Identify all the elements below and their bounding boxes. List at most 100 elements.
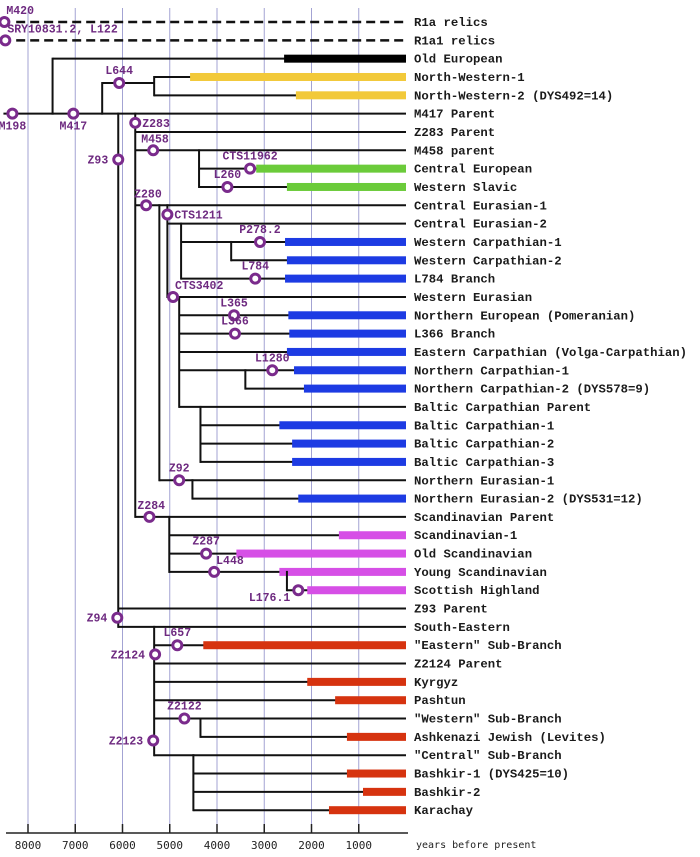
branch-label: Z283 Parent (414, 126, 495, 140)
axis-tick-label: 3000 (251, 839, 278, 852)
lineage-bar (279, 421, 406, 430)
branch-label: Northern Carpathian-1 (414, 364, 569, 378)
branch-label: Z93 Parent (414, 603, 488, 617)
branch-label: "Western" Sub-Branch (414, 713, 562, 727)
lineage-bar (292, 457, 406, 466)
snp-label: Z2123 (109, 736, 144, 749)
branch-label: Northern Carpathian-2 (DYS578=9) (414, 383, 650, 397)
branch-label: Ashkenazi Jewish (Levites) (414, 731, 606, 745)
branch-label: R1a1 relics (414, 34, 495, 48)
branch-label: Karachay (414, 804, 474, 818)
branch-label: L784 Branch (414, 273, 495, 287)
snp-label: L644 (105, 65, 133, 78)
axis-title: years before present (416, 840, 536, 851)
lineage-bar (285, 237, 406, 246)
snp-label: L176.1 (249, 592, 291, 605)
snp-marker-icon (173, 474, 186, 487)
snp-marker-icon (0, 34, 12, 47)
branch-label: M417 Parent (414, 108, 495, 122)
axis-tick-label: 8000 (15, 839, 42, 852)
lineage-bar (303, 384, 406, 393)
snp-marker-icon (140, 199, 153, 212)
snp-label: M458 (141, 133, 169, 146)
snp-label: CTS1211 (174, 209, 222, 222)
snp-label: M417 (60, 121, 88, 134)
lineage-bar (286, 182, 406, 191)
snp-marker-icon (167, 290, 180, 303)
snp-label: Z2122 (167, 701, 202, 714)
snp-marker-icon (266, 364, 279, 377)
branch-label: Eastern Carpathian (Volga-Carpathian) (414, 346, 687, 360)
branch-label: "Central" Sub-Branch (414, 749, 562, 763)
snp-label: Z284 (137, 500, 165, 513)
snp-label: L260 (214, 169, 242, 182)
snp-marker-icon (228, 327, 241, 340)
snp-label: CTS11962 (222, 151, 277, 164)
snp-label: L448 (216, 555, 244, 568)
branch-label: Young Scandinavian (414, 566, 547, 580)
axis-tick-label: 1000 (346, 839, 373, 852)
axis-tick-label: 7000 (62, 839, 89, 852)
branch-label: Baltic Carpathian Parent (414, 401, 591, 415)
axis-tick-label: 6000 (109, 839, 136, 852)
snp-label: L657 (164, 627, 192, 640)
branch-label: R1a relics (414, 16, 488, 30)
branch-label: Kyrgyz (414, 676, 458, 690)
branch-label: Western Eurasian (414, 291, 532, 305)
snp-marker-icon (113, 77, 126, 90)
snp-marker-icon (200, 547, 213, 560)
branch-label: Z2124 Parent (414, 658, 503, 672)
branch-label: Bashkir-2 (414, 786, 480, 800)
lineage-bar (285, 274, 406, 283)
snp-label: Z287 (192, 536, 220, 549)
snp-label: L784 (241, 261, 269, 274)
snp-marker-icon (253, 235, 266, 248)
lineage-bar (298, 494, 406, 503)
lineage-bar (292, 439, 406, 448)
lineage-bar (346, 769, 406, 778)
snp-label: L366 (221, 316, 249, 329)
lineage-bar (286, 347, 406, 356)
snp-label: Z2124 (111, 649, 146, 662)
branch-label: Scandinavian-1 (414, 529, 517, 543)
axis-tick-label: 4000 (204, 839, 231, 852)
lineage-bar (294, 366, 406, 375)
snp-label: Z280 (134, 188, 162, 201)
snp-marker-icon (111, 611, 124, 624)
lineage-bar (279, 567, 406, 576)
axis-tick-label: 2000 (298, 839, 325, 852)
snp-label: SRY10831.2, L122 (7, 23, 118, 36)
snp-marker-icon (208, 565, 221, 578)
lineage-bar (286, 256, 406, 265)
snp-marker-icon (171, 639, 184, 652)
branch-label: Central Eurasian-2 (414, 218, 547, 232)
snp-label: L365 (220, 297, 248, 310)
snp-marker-icon (161, 208, 174, 221)
branch-label: North-Western-1 (414, 71, 525, 85)
snp-label: Z283 (142, 118, 170, 131)
snp-marker-icon (147, 734, 160, 747)
snp-marker-icon (178, 712, 191, 725)
branch-label: Northern European (Pomeranian) (414, 309, 635, 323)
snp-marker-icon (221, 180, 234, 193)
snp-label: M420 (6, 5, 34, 18)
snp-marker-icon (67, 107, 80, 120)
branch-label: "Eastern" Sub-Branch (414, 639, 562, 653)
snp-marker-icon (149, 648, 162, 661)
snp-label: Z94 (87, 613, 108, 626)
branch-label: South-Eastern (414, 621, 510, 635)
lineage-bar (328, 806, 406, 815)
snp-marker-icon (292, 584, 305, 597)
branch-label: Old Scandinavian (414, 548, 532, 562)
lineage-bar (363, 787, 406, 796)
branch-label: Scandinavian Parent (414, 511, 554, 525)
lineage-bar (335, 696, 406, 705)
snp-marker-icon (6, 107, 19, 120)
lineage-bar (203, 641, 406, 650)
snp-label: CTS3402 (175, 280, 223, 293)
branch-label: Western Carpathian-1 (414, 236, 562, 250)
snp-label: P278.2 (239, 224, 281, 237)
lineage-bar (288, 311, 406, 320)
branch-label: Scottish Highland (414, 584, 539, 598)
